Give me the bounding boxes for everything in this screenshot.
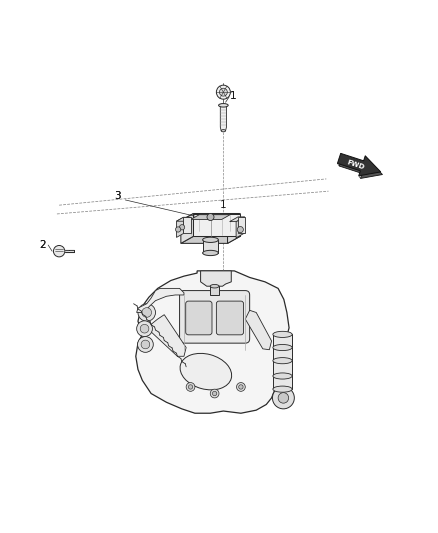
Polygon shape (230, 217, 244, 222)
Text: 2: 2 (39, 240, 46, 251)
Circle shape (186, 383, 195, 391)
Circle shape (138, 336, 153, 352)
Polygon shape (238, 217, 244, 233)
Circle shape (176, 227, 181, 232)
Polygon shape (220, 106, 226, 131)
Text: FWD: FWD (346, 159, 366, 170)
Ellipse shape (273, 344, 292, 351)
Circle shape (180, 224, 185, 230)
Ellipse shape (273, 373, 292, 379)
Circle shape (140, 325, 149, 333)
Circle shape (137, 321, 152, 336)
Polygon shape (201, 271, 231, 286)
Circle shape (239, 385, 243, 389)
Polygon shape (181, 214, 194, 244)
Text: 3: 3 (114, 191, 121, 201)
Text: 1: 1 (220, 200, 227, 210)
Polygon shape (339, 156, 382, 179)
Polygon shape (137, 288, 184, 312)
Ellipse shape (219, 103, 228, 107)
Ellipse shape (273, 358, 292, 364)
Ellipse shape (210, 285, 219, 288)
Polygon shape (210, 286, 219, 295)
Text: 1: 1 (230, 91, 237, 101)
Polygon shape (191, 215, 230, 220)
Polygon shape (236, 217, 244, 238)
Polygon shape (136, 271, 291, 413)
Circle shape (212, 391, 217, 395)
Polygon shape (177, 217, 184, 237)
Polygon shape (228, 214, 240, 244)
Circle shape (237, 383, 245, 391)
Circle shape (219, 88, 227, 96)
FancyBboxPatch shape (186, 301, 212, 335)
Circle shape (53, 246, 65, 257)
Text: 1: 1 (230, 91, 237, 101)
Ellipse shape (273, 386, 292, 392)
Circle shape (237, 227, 244, 232)
Polygon shape (245, 310, 272, 350)
Polygon shape (203, 240, 219, 253)
Polygon shape (181, 236, 240, 244)
Ellipse shape (221, 130, 226, 132)
Polygon shape (184, 217, 191, 233)
Circle shape (141, 340, 150, 349)
Polygon shape (273, 334, 292, 389)
Ellipse shape (180, 353, 232, 390)
Circle shape (216, 85, 230, 99)
Polygon shape (337, 154, 381, 176)
Circle shape (207, 214, 214, 221)
Circle shape (210, 389, 219, 398)
Circle shape (142, 308, 152, 317)
Circle shape (272, 387, 294, 409)
FancyBboxPatch shape (216, 301, 244, 335)
Polygon shape (194, 214, 240, 236)
Circle shape (188, 385, 193, 389)
Polygon shape (147, 314, 186, 356)
Circle shape (138, 304, 155, 321)
Circle shape (278, 393, 289, 403)
Ellipse shape (273, 332, 292, 337)
Polygon shape (177, 217, 191, 221)
FancyBboxPatch shape (180, 290, 250, 343)
Text: 3: 3 (114, 191, 121, 201)
Text: 2: 2 (39, 240, 46, 251)
Ellipse shape (203, 251, 219, 256)
Polygon shape (181, 214, 240, 221)
Ellipse shape (203, 237, 219, 243)
